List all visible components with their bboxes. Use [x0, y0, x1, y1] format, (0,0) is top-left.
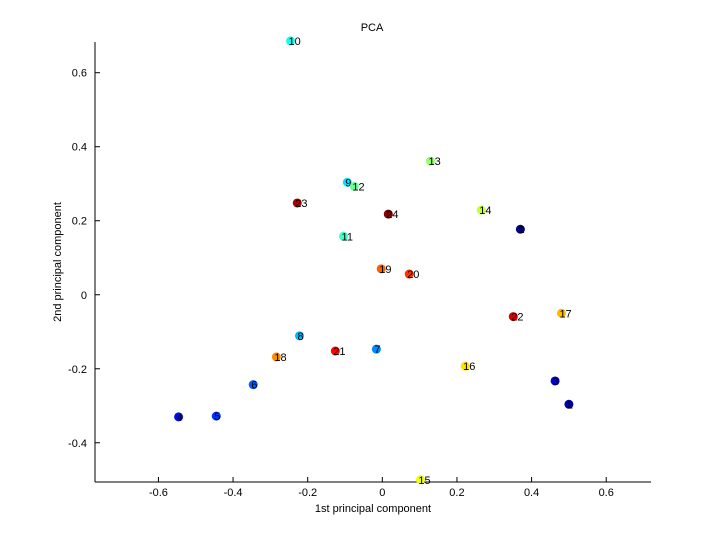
data-point: 8	[294, 331, 304, 343]
data-point: 19	[376, 264, 391, 276]
x-axis-label: 1st principal component	[315, 503, 431, 515]
point-marker	[294, 331, 304, 341]
data-point: 20	[404, 269, 419, 281]
x-tick-label: 0.6	[599, 487, 614, 499]
point-label: 3	[553, 376, 559, 388]
point-marker	[286, 36, 296, 46]
point-marker	[476, 205, 486, 215]
point-label: 2	[567, 399, 573, 411]
data-point: 4	[174, 412, 184, 424]
point-marker	[460, 361, 470, 371]
data-point: 2	[564, 399, 574, 411]
data-point: 5	[211, 411, 221, 423]
x-tick-label: -0.6	[149, 487, 168, 499]
point-marker	[248, 380, 258, 390]
point-label: 9	[345, 177, 351, 189]
data-point: 24	[383, 209, 399, 221]
data-point: 14	[476, 205, 491, 217]
x-tick-label: 0	[379, 487, 385, 499]
y-tick-label: -0.2	[68, 364, 87, 376]
point-marker	[342, 177, 352, 187]
data-point: 17	[556, 308, 572, 320]
data-point: 21	[330, 346, 346, 358]
point-marker	[330, 346, 340, 356]
point-marker	[508, 312, 518, 322]
point-label: 21	[333, 346, 345, 358]
point-marker	[425, 156, 435, 166]
point-label: 24	[386, 209, 398, 221]
data-point: 12	[349, 181, 365, 193]
data-point: 11	[339, 231, 353, 243]
data-point: 16	[460, 361, 475, 373]
data-point: 10	[286, 36, 301, 48]
point-label: 11	[342, 231, 353, 243]
point-marker	[211, 411, 221, 421]
point-marker	[564, 399, 574, 409]
x-tick-label: 0.2	[449, 487, 464, 499]
data-point: 13	[425, 156, 441, 168]
point-marker	[271, 352, 281, 362]
point-label: 23	[295, 198, 307, 210]
data-point: 7	[371, 344, 381, 356]
point-label: 15	[418, 475, 430, 487]
point-label: 1	[518, 224, 524, 236]
point-label: 20	[407, 269, 419, 281]
data-point: 6	[248, 380, 258, 392]
point-marker	[383, 209, 393, 219]
point-marker	[376, 264, 386, 274]
point-label: 13	[428, 156, 440, 168]
y-tick-label: -0.4	[68, 438, 87, 450]
point-label: 10	[289, 36, 301, 48]
point-marker	[415, 475, 425, 485]
y-tick-label: 0.2	[72, 216, 87, 228]
point-marker	[550, 376, 560, 386]
data-point: 18	[271, 352, 287, 364]
point-label: 4	[177, 412, 183, 424]
x-tick-label: 0.4	[524, 487, 539, 499]
point-label: 22	[511, 312, 523, 324]
y-axis-label: 2nd principal component	[52, 202, 64, 322]
point-label: 16	[463, 361, 475, 373]
data-point: 9	[342, 177, 352, 189]
point-marker	[404, 269, 414, 279]
x-tick-label: -0.2	[298, 487, 317, 499]
point-label: 12	[352, 181, 364, 193]
y-tick-label: 0.6	[72, 68, 87, 80]
point-marker	[174, 412, 184, 422]
point-label: 6	[251, 380, 257, 392]
point-marker	[339, 231, 349, 241]
point-marker	[515, 224, 525, 234]
point-label: 7	[374, 344, 380, 356]
y-tick-label: 0.4	[72, 142, 87, 154]
data-point: 22	[508, 312, 524, 324]
x-tick-label: -0.4	[224, 487, 243, 499]
point-label: 18	[274, 352, 286, 364]
chart-title: PCA	[361, 22, 384, 34]
point-label: 8	[297, 331, 303, 343]
point-marker	[371, 344, 381, 354]
point-marker	[292, 198, 302, 208]
data-point: 1	[515, 224, 525, 236]
point-label: 17	[559, 308, 571, 320]
point-marker	[556, 308, 566, 318]
data-point: 3	[550, 376, 560, 388]
point-label: 14	[479, 205, 491, 217]
point-label: 19	[379, 264, 391, 276]
point-marker	[349, 181, 359, 191]
data-point: 23	[292, 198, 307, 210]
y-tick-label: 0	[81, 290, 87, 302]
data-point: 15	[415, 475, 431, 487]
point-label: 5	[214, 411, 220, 423]
axes: -0.6 -0.4 -0.2 0 0.2 0.4 0.6 -0.4 -0.2 0 0.2 0.4 0.6	[68, 42, 651, 499]
